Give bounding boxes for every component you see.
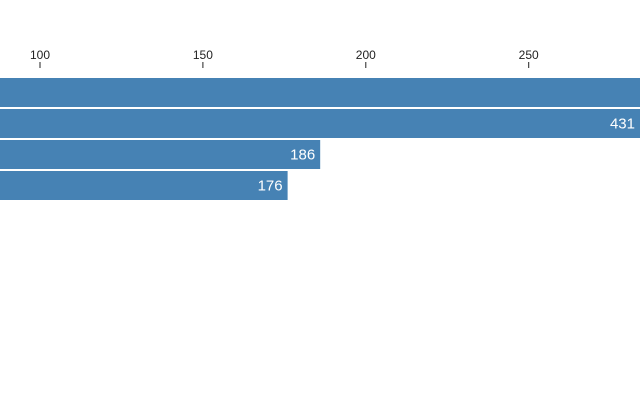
bar-value-label: 176	[258, 178, 283, 195]
x-axis: 100150200250300350400450	[30, 48, 539, 68]
bar	[0, 78, 640, 107]
bar-value-label: 186	[290, 147, 315, 164]
x-tick-label: 200	[356, 48, 376, 62]
bar-value-label: 431	[610, 116, 635, 133]
x-tick-label: 100	[30, 48, 50, 62]
bar	[0, 140, 321, 169]
bar	[0, 109, 640, 138]
bars: 43118617679	[0, 78, 640, 200]
bar	[0, 171, 288, 200]
x-tick-label: 150	[193, 48, 213, 62]
x-tick-label: 250	[519, 48, 539, 62]
